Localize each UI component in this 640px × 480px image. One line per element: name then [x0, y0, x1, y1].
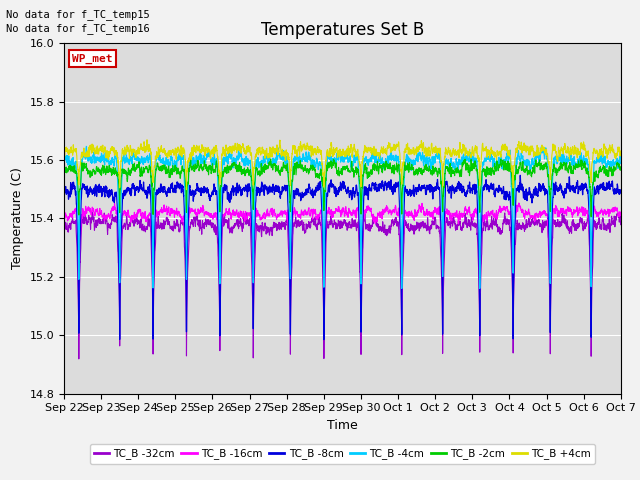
Title: Temperatures Set B: Temperatures Set B [260, 21, 424, 39]
Legend: TC_B -32cm, TC_B -16cm, TC_B -8cm, TC_B -4cm, TC_B -2cm, TC_B +4cm: TC_B -32cm, TC_B -16cm, TC_B -8cm, TC_B … [90, 444, 595, 464]
Text: No data for f_TC_temp15: No data for f_TC_temp15 [6, 9, 150, 20]
Y-axis label: Temperature (C): Temperature (C) [11, 168, 24, 269]
X-axis label: Time: Time [327, 419, 358, 432]
Text: No data for f_TC_temp16: No data for f_TC_temp16 [6, 23, 150, 34]
Text: WP_met: WP_met [72, 54, 113, 64]
